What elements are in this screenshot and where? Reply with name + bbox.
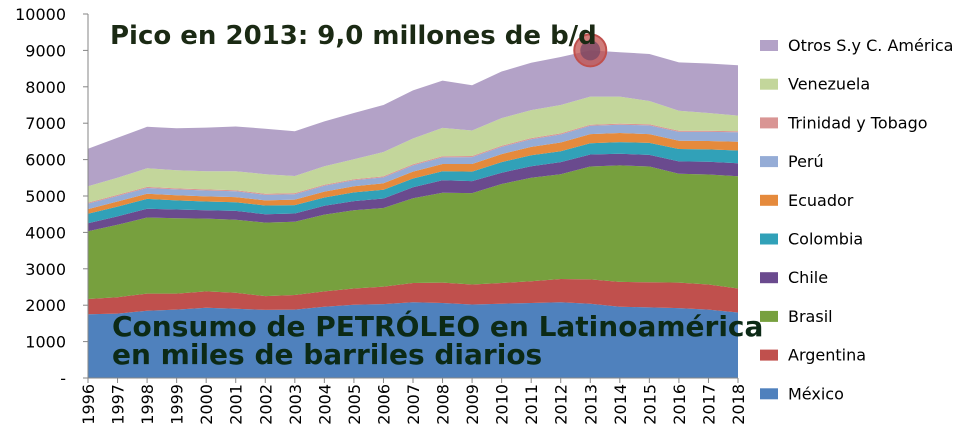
x-tick-label: 2017: [699, 384, 718, 425]
y-tick-label: 7000: [25, 114, 66, 133]
y-tick-label: 3000: [25, 260, 66, 279]
x-tick-label: 2006: [374, 384, 393, 425]
area-series-colombia: [88, 142, 738, 224]
legend-label: Chile: [788, 268, 828, 287]
x-tick-label: 2018: [729, 384, 748, 425]
y-tick-label: 8000: [25, 78, 66, 97]
area-series-chile: [88, 153, 738, 232]
chart-headline: Pico en 2013: 9,0 millones de b/d: [110, 21, 597, 51]
chart-caption-line1: Consumo de PETRÓLEO en Latinoamérica: [112, 309, 763, 343]
legend-label: Trinidad y Tobago: [787, 113, 928, 132]
legend-item: Trinidad y Tobago: [760, 113, 928, 132]
x-tick-label: 2008: [434, 384, 453, 425]
legend-item: Brasil: [760, 307, 833, 326]
x-tick-label: 2013: [581, 384, 600, 425]
legend-swatch: [760, 310, 778, 322]
x-tick-label: 2004: [315, 384, 334, 425]
legend-label: Ecuador: [788, 191, 854, 210]
y-tick-label: 1000: [25, 333, 66, 352]
legend-swatch: [760, 117, 778, 129]
x-tick-label: 2015: [640, 384, 659, 425]
x-tick-label: 2003: [286, 384, 305, 425]
legend-item: Venezuela: [760, 75, 870, 94]
legend-item: Argentina: [760, 346, 866, 365]
x-tick-label: 2010: [493, 384, 512, 425]
y-tick-label: 9000: [25, 41, 66, 60]
area-series-peru: [88, 124, 738, 210]
x-tick-label: 1999: [168, 384, 187, 425]
x-tick-label: 1996: [79, 384, 98, 425]
legend-item: México: [760, 384, 844, 403]
x-tick-label: 1998: [138, 384, 157, 425]
x-tick-label: 2001: [227, 384, 246, 425]
y-tick-label: 4000: [25, 223, 66, 242]
legend-swatch: [760, 40, 778, 51]
x-tick-label: 2007: [404, 384, 423, 425]
legend-swatch: [760, 156, 778, 168]
legend-label: Brasil: [788, 307, 833, 326]
y-tick-label: 6000: [25, 151, 66, 170]
legend-label: Perú: [788, 152, 824, 171]
legend-label: Otros S.y C. América: [788, 36, 953, 55]
y-tick-label: -: [60, 369, 66, 388]
legend-item: Perú: [760, 152, 824, 171]
legend-label: Argentina: [788, 346, 866, 365]
legend-item: Otros S.y C. América: [760, 36, 953, 55]
x-tick-label: 2000: [197, 384, 216, 425]
legend-item: Colombia: [760, 230, 863, 249]
x-tick-label: 2011: [522, 384, 541, 425]
y-tick-label: 5000: [25, 187, 66, 206]
area-series-mexico: [88, 302, 738, 378]
y-tick-label: 2000: [25, 296, 66, 315]
peak-marker-inner: [580, 40, 601, 61]
area-series-argentina: [88, 279, 738, 315]
legend-swatch: [760, 78, 778, 90]
x-tick-label: 2012: [552, 384, 571, 425]
legend-label: Venezuela: [788, 75, 870, 94]
legend-swatch: [760, 388, 778, 400]
legend-swatch: [760, 349, 778, 361]
legend-label: México: [788, 384, 844, 403]
legend-swatch: [760, 194, 778, 206]
x-tick-label: 2014: [611, 384, 630, 425]
area-series-ecuador: [88, 133, 738, 214]
legend-item: Chile: [760, 268, 828, 287]
x-tick-label: 1997: [109, 384, 128, 425]
x-tick-label: 2009: [463, 384, 482, 425]
legend-label: Colombia: [788, 230, 863, 249]
y-tick-label: 10000: [15, 5, 66, 24]
legend-item: Ecuador: [760, 191, 854, 210]
chart-caption-line2: en miles de barriles diarios: [112, 338, 542, 371]
area-series-brasil: [88, 165, 738, 299]
legend-swatch: [760, 233, 778, 245]
x-tick-label: 2016: [670, 384, 689, 425]
legend-swatch: [760, 272, 778, 284]
area-series-venezuela: [88, 96, 738, 203]
area-series-otros-s-y-c-america: [88, 50, 738, 187]
x-tick-label: 2002: [256, 384, 275, 425]
x-tick-label: 2005: [345, 384, 364, 425]
